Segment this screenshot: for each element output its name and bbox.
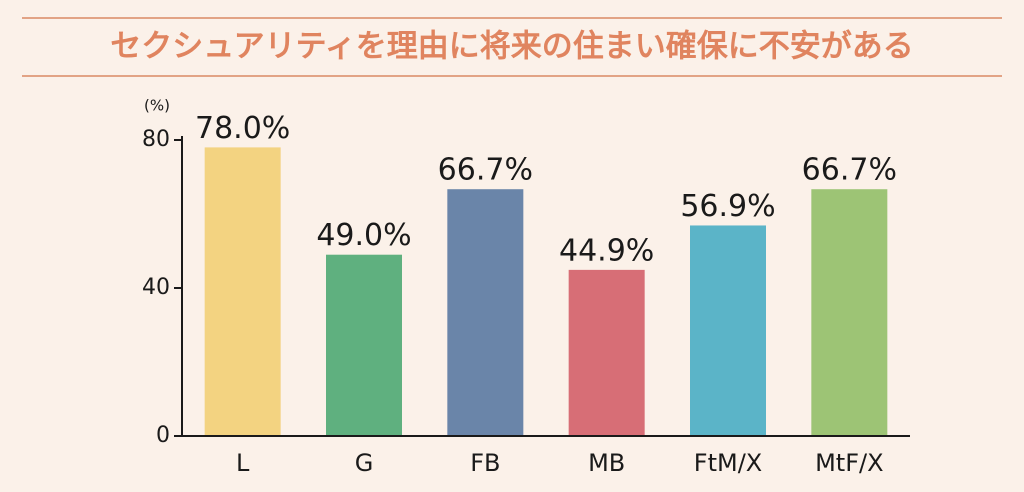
x-tick-label: G	[355, 449, 374, 477]
x-tick-label: L	[236, 449, 250, 477]
bar	[690, 225, 766, 436]
value-label: 49.0%	[316, 218, 411, 253]
value-label: 44.9%	[559, 233, 654, 268]
y-unit: (%)	[144, 97, 170, 115]
value-label: 66.7%	[438, 153, 533, 188]
y-tick-label: 0	[156, 423, 170, 448]
y-tick-label: 40	[142, 275, 170, 300]
value-label: 78.0%	[195, 111, 290, 146]
bar	[447, 189, 524, 436]
x-tick-label: FtM/X	[694, 449, 762, 477]
bar	[568, 269, 645, 436]
x-tick-label: FB	[470, 449, 500, 477]
bar	[204, 147, 281, 436]
y-tick-label: 80	[142, 127, 170, 152]
chart-title: セクシュアリティを理由に将来の住まい確保に不安がある	[110, 29, 914, 65]
x-tick-label: MtF/X	[815, 449, 883, 477]
value-label: 66.7%	[802, 153, 897, 188]
bar	[811, 189, 888, 436]
x-tick-label: MB	[588, 449, 625, 477]
value-label: 56.9%	[680, 189, 775, 224]
bar	[326, 254, 402, 436]
